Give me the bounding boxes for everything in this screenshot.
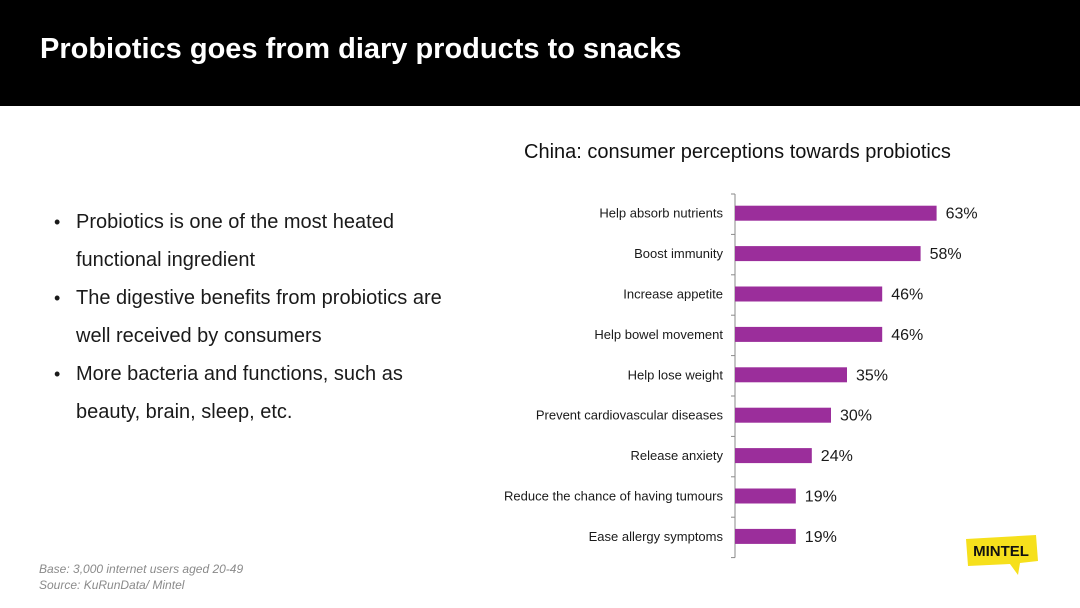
bar-5 <box>735 367 847 383</box>
category-label: Release anxiety <box>631 448 724 463</box>
mintel-logo: MINTEL <box>966 535 1038 575</box>
value-label: 30% <box>840 408 872 425</box>
value-label: 46% <box>891 327 923 344</box>
bullet-item: • The digestive benefits from probiotics … <box>54 279 444 355</box>
bar-3 <box>735 286 883 302</box>
category-label: Ease allergy symptoms <box>589 529 724 544</box>
chart-title: China: consumer perceptions towards prob… <box>524 141 951 163</box>
slide-header: Probiotics goes from diary products to s… <box>0 0 1080 106</box>
category-label: Increase appetite <box>623 287 723 302</box>
logo-badge <box>966 535 1038 575</box>
bar-4 <box>735 326 883 342</box>
bar-1 <box>735 205 937 221</box>
bullet-item: • Probiotics is one of the most heated fu… <box>54 203 444 279</box>
category-label: Reduce the chance of having tumours <box>504 489 723 504</box>
value-label: 63% <box>946 206 978 223</box>
value-label: 24% <box>821 448 853 465</box>
bar-chart: Help absorb nutrients 63% Boost immunity 58… <box>504 193 978 559</box>
footnote-source: Source: KuRunData/ Mintel <box>39 578 185 592</box>
category-label: Boost immunity <box>634 246 723 261</box>
value-label: 19% <box>805 529 837 546</box>
bullet-dot: • <box>54 364 61 384</box>
bullet-text: The digestive benefits from probiotics a… <box>76 287 442 347</box>
value-label: 19% <box>805 489 837 506</box>
bullet-dot: • <box>54 212 61 232</box>
footnote-base: Base: 3,000 internet users aged 20-49 <box>39 562 244 576</box>
category-label: Prevent cardiovascular diseases <box>536 408 724 423</box>
value-label: 58% <box>930 246 962 263</box>
bullet-text: More bacteria and functions, such as bea… <box>76 363 403 423</box>
category-label: Help lose weight <box>628 367 724 382</box>
bullet-text: Probiotics is one of the most heated fun… <box>76 211 394 271</box>
bar-6 <box>735 407 831 423</box>
category-label: Help absorb nutrients <box>599 206 723 221</box>
category-label: Help bowel movement <box>594 327 723 342</box>
bar-8 <box>735 488 796 504</box>
bullet-item: • More bacteria and functions, such as be… <box>54 355 444 431</box>
value-label: 46% <box>891 287 923 304</box>
slide-title: Probiotics goes from diary products to s… <box>40 33 682 65</box>
bullet-dot: • <box>54 288 61 308</box>
bar-2 <box>735 246 921 262</box>
bar-9 <box>735 528 796 544</box>
logo-text: MINTEL <box>973 543 1029 560</box>
bullet-list: • Probiotics is one of the most heated fu… <box>54 203 444 431</box>
bar-7 <box>735 448 812 464</box>
value-label: 35% <box>856 367 888 384</box>
footnote: Base: 3,000 internet users aged 20-49 So… <box>39 561 243 593</box>
